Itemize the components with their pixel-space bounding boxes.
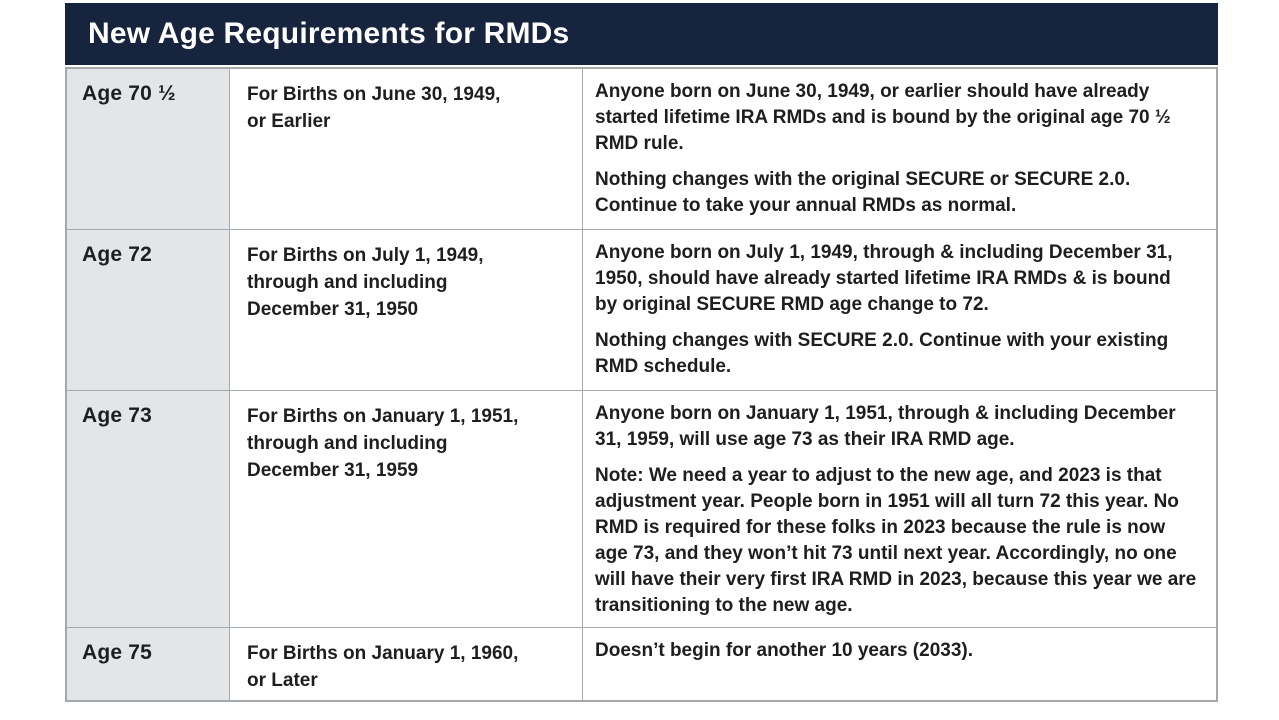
page-title: New Age Requirements for RMDs	[88, 17, 570, 50]
table-row-age-73: Age 73 For Births on January 1, 1951, th…	[67, 390, 1216, 627]
details-paragraph: Anyone born on January 1, 1951, through …	[595, 403, 1176, 450]
details-cell: Anyone born on July 1, 1949, through & i…	[582, 230, 1216, 390]
table-row-age-72: Age 72 For Births on July 1, 1949, throu…	[67, 229, 1216, 390]
details-paragraph: Note: We need a year to adjust to the ne…	[595, 465, 1197, 616]
details-cell: Anyone born on January 1, 1951, through …	[582, 391, 1216, 627]
details-paragraph: Nothing changes with the original SECURE…	[595, 169, 1131, 216]
details-paragraph: Anyone born on July 1, 1949, through & i…	[595, 242, 1173, 315]
details-paragraph: Anyone born on June 30, 1949, or earlier…	[595, 81, 1171, 154]
details-paragraph: Doesn’t begin for another 10 years (2033…	[595, 640, 974, 661]
table-body: Age 70 ½ For Births on June 30, 1949, or…	[65, 67, 1218, 702]
age-cell: Age 72	[67, 230, 229, 390]
births-range-cell: For Births on January 1, 1951, through a…	[229, 391, 582, 627]
details-cell: Anyone born on June 30, 1949, or earlier…	[582, 69, 1216, 229]
age-cell: Age 75	[67, 628, 229, 700]
births-range-cell: For Births on January 1, 1960, or Later	[229, 628, 582, 700]
table-title-bar: New Age Requirements for RMDs	[65, 3, 1218, 65]
details-cell: Doesn’t begin for another 10 years (2033…	[582, 628, 1216, 700]
table-row-age-70-half: Age 70 ½ For Births on June 30, 1949, or…	[67, 69, 1216, 229]
births-range-cell: For Births on July 1, 1949, through and …	[229, 230, 582, 390]
age-cell: Age 70 ½	[67, 69, 229, 229]
age-cell: Age 73	[67, 391, 229, 627]
details-paragraph: Nothing changes with SECURE 2.0. Continu…	[595, 330, 1169, 377]
table-row-age-75: Age 75 For Births on January 1, 1960, or…	[67, 627, 1216, 700]
rmd-age-requirements-table: New Age Requirements for RMDs Age 70 ½ F…	[65, 3, 1218, 702]
births-range-cell: For Births on June 30, 1949, or Earlier	[229, 69, 582, 229]
